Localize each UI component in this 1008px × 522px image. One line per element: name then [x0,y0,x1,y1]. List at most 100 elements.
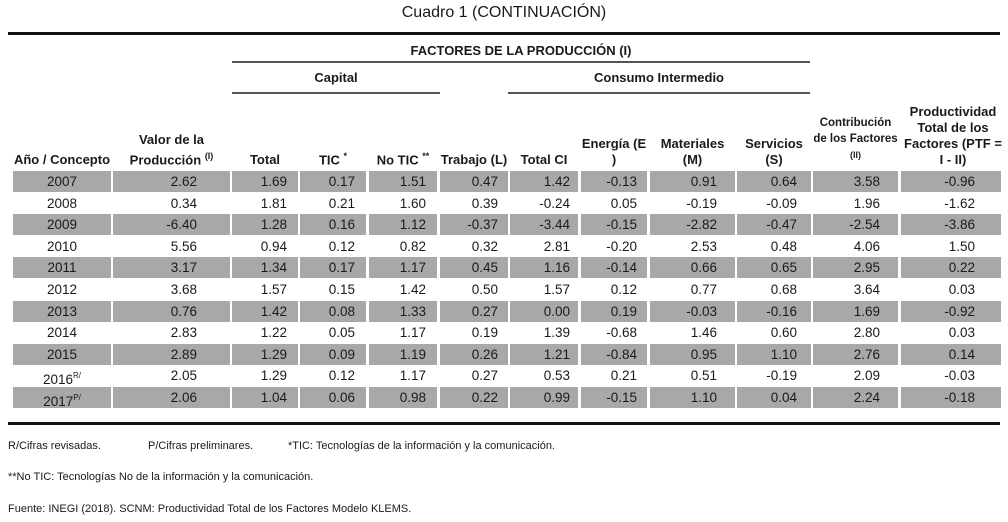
cell-servicios: -0.09 [737,193,811,214]
cell-servicios: 0.68 [737,279,811,300]
cell-value: 0.12 [328,238,355,254]
cell-value: 0.45 [471,260,498,276]
year-text: 2014 [46,325,78,341]
cell-value: -0.13 [606,174,637,189]
cell-contribucion-factores: 1.69 [813,300,898,322]
cell-value: 0.00 [543,303,570,319]
cell-value: -0.03 [944,368,975,384]
cell-materiales: 0.91 [650,171,735,192]
cell-value: -0.92 [944,303,975,319]
footnote-fuente: Fuente: INEGI (2018). SCNM: Productivida… [8,503,412,515]
cell-value: -2.82 [686,217,717,233]
table-row: 2016R/2.05 1.29 0.12 1.17 0.27 0.53 0.21 0.51 -0… [0,365,1008,387]
header-capital-total: Total [232,152,298,168]
cell-no-tic: 1.19 [369,343,437,365]
cell-energia: -0.15 [581,387,647,408]
header-ptf: Productividad Total de los Factores (PTF… [901,104,1005,168]
cell-total-ci: 0.00 [510,300,578,322]
cell-value: -3.44 [539,217,570,233]
year-text: 2008 [46,195,78,211]
cell-value: 1.28 [260,217,287,233]
year-text: 2015 [46,346,78,362]
cell-value: -0.19 [686,195,717,211]
cell-capital-total: 1.28 [232,214,298,236]
cell-ptf: -0.03 [901,365,1001,386]
cell-capital-total: 1.29 [232,365,298,386]
cell-capital-total: 1.22 [232,322,298,343]
cell-tic: 0.21 [300,193,366,214]
cell-total-ci: 1.39 [510,322,578,343]
header-year: Año / Concepto [13,152,111,168]
cell-value: 0.51 [690,368,717,384]
cell-value: 1.50 [948,238,975,254]
cell-year: 2007 [13,171,111,192]
cell-energia: 0.19 [581,300,647,322]
cell-no-tic: 1.33 [369,300,437,322]
cell-value: 0.94 [260,238,287,254]
cell-valor-produccion: 3.68 [113,279,230,300]
cell-year: 2014 [13,322,111,343]
cell-value: 0.12 [610,282,637,297]
cell-tic: 0.16 [300,214,366,236]
cell-trabajo: 0.32 [440,236,508,257]
cell-value: 1.29 [260,368,287,384]
cell-total-ci: -0.24 [510,193,578,214]
cell-materiales: 0.95 [650,343,735,365]
cell-trabajo: -0.37 [440,214,508,236]
cell-total-ci: 1.21 [510,343,578,365]
cell-trabajo: 0.39 [440,193,508,214]
cell-value: 1.19 [399,346,426,362]
cell-no-tic: 1.51 [369,171,437,192]
cell-ptf: -1.62 [901,193,1001,214]
cell-energia: -0.84 [581,343,647,365]
table-row: 2014 2.83 1.22 0.05 1.17 0.19 1.39 -0.68 1.46 0.6… [0,322,1008,344]
cell-tic: 0.12 [300,236,366,257]
cell-tic: 0.06 [300,387,366,408]
cell-value: 1.22 [260,325,287,341]
cell-value: 0.05 [328,325,355,341]
footnote-no-tic: **No TIC: Tecnologías No de la informaci… [8,471,314,483]
bottom-rule [8,422,1000,425]
cell-capital-total: 1.69 [232,171,298,192]
cell-value: 1.17 [399,325,426,341]
table-row: 2017P/2.06 1.04 0.06 0.98 0.22 0.99 -0.15 1.10 0… [0,387,1008,409]
cell-value: 3.17 [170,260,197,276]
header-trabajo: Trabajo (L) [440,152,508,168]
cell-value: 0.99 [543,390,570,405]
cell-valor-produccion: 2.83 [113,322,230,343]
cell-value: -0.47 [766,217,797,233]
header-servicios: Servicios (S) [737,136,811,168]
cell-trabajo: 0.50 [440,279,508,300]
cell-value: 0.91 [690,174,717,189]
cell-value: 0.77 [690,282,717,297]
cell-value: 0.82 [399,238,426,254]
cell-trabajo: 0.22 [440,387,508,408]
cell-value: 1.42 [399,282,426,297]
cell-value: -0.84 [606,346,637,362]
cell-value: 2.95 [853,260,880,276]
year-text: 2013 [46,303,78,319]
cell-servicios: 1.10 [737,343,811,365]
subgroup-consumo-intermedio: Consumo Intermedio [593,70,724,85]
cell-total-ci: 1.42 [510,171,578,192]
cell-tic: 0.12 [300,365,366,386]
cell-value: 0.22 [471,390,498,405]
cell-value: 3.58 [853,174,880,189]
cell-value: 0.21 [610,368,637,384]
cell-contribucion-factores: 2.76 [813,343,898,365]
cell-value: 0.21 [328,195,355,211]
cell-materiales: 1.46 [650,322,735,343]
cell-valor-produccion: 0.34 [113,193,230,214]
year-text: 2012 [46,282,78,297]
cell-value: 2.05 [170,368,197,384]
cell-year: 2016R/ [13,365,111,387]
cell-energia: -0.68 [581,322,647,343]
header-label: Trabajo (L) [440,152,508,167]
header-sup: (II) [850,150,861,161]
footnote-preliminares: P/Cifras preliminares. [148,440,254,452]
header-label: Total CI [520,152,568,167]
cell-contribucion-factores: 2.09 [813,365,898,386]
cell-value: 0.64 [770,174,797,189]
cell-energia: 0.05 [581,193,647,214]
cell-value: 1.21 [543,346,570,362]
